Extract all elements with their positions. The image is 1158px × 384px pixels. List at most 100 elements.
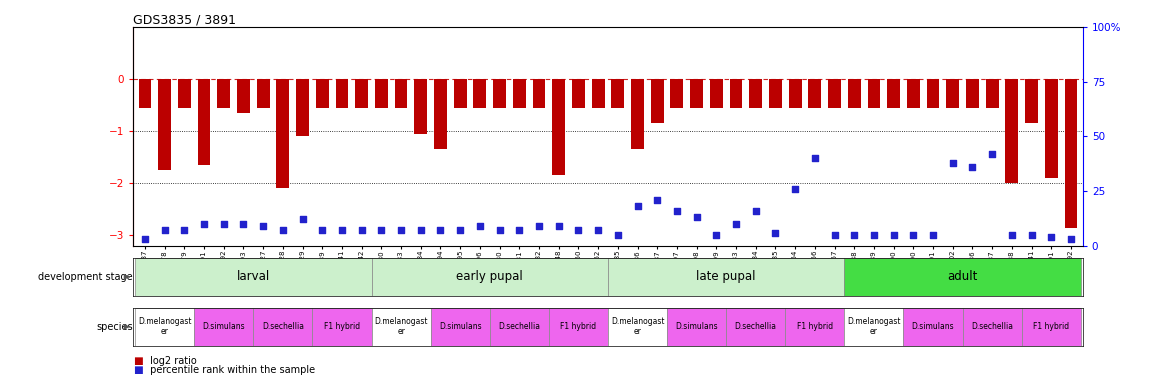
Bar [375, 79, 388, 108]
Point [313, 227, 331, 233]
Bar [159, 79, 171, 170]
Point [195, 221, 213, 227]
Bar [277, 79, 290, 189]
Point [668, 208, 687, 214]
Text: development stage: development stage [38, 272, 133, 282]
Text: F1 hybrid: F1 hybrid [560, 322, 596, 331]
Bar [198, 79, 211, 165]
Text: larval: larval [236, 270, 270, 283]
Bar [667, 308, 726, 346]
Text: log2 ratio: log2 ratio [147, 356, 197, 366]
Point [332, 227, 351, 233]
Point [391, 227, 410, 233]
Bar [572, 79, 585, 108]
Point [786, 186, 805, 192]
Bar [608, 258, 844, 296]
Point [826, 232, 844, 238]
Bar [431, 308, 490, 346]
Point [450, 227, 469, 233]
Bar [254, 308, 313, 346]
Bar [195, 308, 254, 346]
Bar [730, 79, 742, 108]
Point [510, 227, 528, 233]
Bar [178, 79, 191, 108]
Bar [887, 79, 900, 108]
Point [865, 232, 884, 238]
Point [629, 203, 647, 209]
Bar [1045, 79, 1057, 178]
Bar [336, 79, 349, 108]
Point [609, 232, 628, 238]
Text: F1 hybrid: F1 hybrid [1033, 322, 1069, 331]
Bar [1021, 308, 1080, 346]
Bar [848, 79, 860, 108]
Bar [631, 79, 644, 149]
Text: D.simulans: D.simulans [439, 322, 482, 331]
Text: D.sechellia: D.sechellia [972, 322, 1013, 331]
Bar [549, 308, 608, 346]
Bar [749, 79, 762, 108]
Point [569, 227, 587, 233]
Point [214, 221, 233, 227]
Bar [592, 79, 604, 108]
Point [273, 227, 292, 233]
Bar [946, 79, 959, 108]
Point [963, 164, 982, 170]
Bar [608, 308, 667, 346]
Bar [828, 79, 841, 108]
Point [983, 151, 1002, 157]
Bar [395, 79, 408, 108]
Bar [513, 79, 526, 108]
Point [688, 214, 706, 220]
Bar [844, 308, 903, 346]
Text: D.sechellia: D.sechellia [734, 322, 777, 331]
Text: F1 hybrid: F1 hybrid [324, 322, 360, 331]
Point [924, 232, 943, 238]
Bar [808, 79, 821, 108]
Point [727, 221, 746, 227]
Bar [257, 79, 270, 108]
Point [490, 227, 508, 233]
Bar [844, 258, 1080, 296]
Text: late pupal: late pupal [696, 270, 756, 283]
Point [293, 217, 312, 223]
Bar [903, 308, 962, 346]
Bar [415, 79, 427, 134]
Bar [139, 79, 152, 108]
Bar [296, 79, 309, 136]
Point [708, 232, 726, 238]
Bar [218, 79, 230, 108]
Bar [611, 79, 624, 108]
Text: F1 hybrid: F1 hybrid [797, 322, 833, 331]
Text: D.sechellia: D.sechellia [262, 322, 303, 331]
Point [431, 227, 449, 233]
Point [1023, 232, 1041, 238]
Bar [789, 79, 801, 108]
Bar [533, 79, 545, 108]
Point [175, 227, 193, 233]
Bar [926, 79, 939, 108]
Text: D.simulans: D.simulans [203, 322, 245, 331]
Bar [867, 79, 880, 108]
Bar [135, 308, 195, 346]
Bar [726, 308, 785, 346]
Bar [670, 79, 683, 108]
Bar [552, 79, 565, 175]
Bar [372, 308, 431, 346]
Point [549, 223, 567, 229]
Bar [356, 79, 368, 108]
Bar [690, 79, 703, 108]
Bar [651, 79, 664, 123]
Bar [966, 79, 979, 108]
Point [747, 208, 765, 214]
Bar [785, 308, 844, 346]
Point [885, 232, 903, 238]
Point [904, 232, 923, 238]
Point [254, 223, 272, 229]
Point [845, 232, 864, 238]
Text: ■: ■ [133, 356, 142, 366]
Text: D.simulans: D.simulans [911, 322, 954, 331]
Point [372, 227, 390, 233]
Bar [1025, 79, 1038, 123]
Text: D.melanogast
er: D.melanogast er [138, 317, 191, 336]
